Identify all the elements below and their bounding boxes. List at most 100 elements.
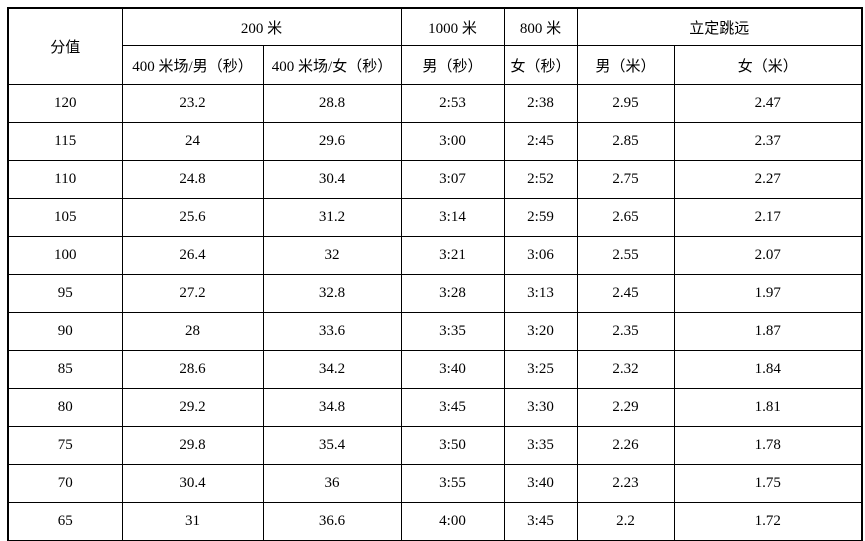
jump-female-cell: 1.97 — [673, 274, 863, 313]
subheader-female-meters: 女（米） — [673, 45, 863, 85]
200m-female-cell: 36 — [262, 464, 402, 503]
jump-female-cell: 1.72 — [673, 502, 863, 541]
200m-female-cell: 32 — [262, 236, 402, 275]
1000m-male-cell: 3:07 — [400, 160, 505, 199]
200m-male-cell: 24.8 — [121, 160, 264, 199]
1000m-male-cell: 3:50 — [400, 426, 505, 465]
800m-female-cell: 3:35 — [503, 426, 578, 465]
subheader-female-seconds: 女（秒） — [503, 45, 578, 85]
table-row: 80 29.2 34.8 3:45 3:30 2.29 1.81 — [7, 388, 863, 427]
jump-male-cell: 2.26 — [576, 426, 675, 465]
1000m-male-cell: 3:35 — [400, 312, 505, 351]
table-row: 95 27.2 32.8 3:28 3:13 2.45 1.97 — [7, 274, 863, 313]
200m-female-cell: 30.4 — [262, 160, 402, 199]
200m-male-cell: 31 — [121, 502, 264, 541]
jump-male-cell: 2.65 — [576, 198, 675, 237]
1000m-male-cell: 2:53 — [400, 84, 505, 123]
800m-female-cell: 3:06 — [503, 236, 578, 275]
200m-male-cell: 30.4 — [121, 464, 264, 503]
200m-male-cell: 29.8 — [121, 426, 264, 465]
1000m-male-cell: 3:55 — [400, 464, 505, 503]
table-row: 65 31 36.6 4:00 3:45 2.2 1.72 — [7, 502, 863, 541]
200m-male-cell: 26.4 — [121, 236, 264, 275]
800m-female-cell: 3:40 — [503, 464, 578, 503]
jump-female-cell: 2.07 — [673, 236, 863, 275]
200m-female-cell: 35.4 — [262, 426, 402, 465]
score-cell: 80 — [7, 388, 123, 427]
800m-female-cell: 2:52 — [503, 160, 578, 199]
table-row: 105 25.6 31.2 3:14 2:59 2.65 2.17 — [7, 198, 863, 237]
jump-female-cell: 1.75 — [673, 464, 863, 503]
jump-female-cell: 2.27 — [673, 160, 863, 199]
score-cell: 75 — [7, 426, 123, 465]
200m-male-cell: 24 — [121, 122, 264, 161]
jump-male-cell: 2.35 — [576, 312, 675, 351]
200m-male-cell: 23.2 — [121, 84, 264, 123]
table-row: 115 24 29.6 3:00 2:45 2.85 2.37 — [7, 122, 863, 161]
score-cell: 70 — [7, 464, 123, 503]
score-cell: 120 — [7, 84, 123, 123]
jump-female-cell: 1.87 — [673, 312, 863, 351]
table-row: 100 26.4 32 3:21 3:06 2.55 2.07 — [7, 236, 863, 275]
subheader-male-meters: 男（米） — [576, 45, 675, 85]
200m-female-cell: 32.8 — [262, 274, 402, 313]
subheader-400m-track-female-seconds: 400 米场/女（秒） — [262, 45, 402, 85]
1000m-male-cell: 3:00 — [400, 122, 505, 161]
200m-female-cell: 29.6 — [262, 122, 402, 161]
800m-female-cell: 3:25 — [503, 350, 578, 389]
jump-female-cell: 2.47 — [673, 84, 863, 123]
table-row: 110 24.8 30.4 3:07 2:52 2.75 2.27 — [7, 160, 863, 199]
header-sub-row: 400 米场/男（秒） 400 米场/女（秒） 男（秒） 女（秒） 男（米） 女… — [8, 45, 863, 85]
200m-female-cell: 34.8 — [262, 388, 402, 427]
jump-male-cell: 2.23 — [576, 464, 675, 503]
fitness-score-table: 分值 200 米 1000 米 800 米 立定跳远 400 米场/男（秒） 4… — [7, 7, 864, 541]
200m-male-cell: 25.6 — [121, 198, 264, 237]
score-cell: 115 — [7, 122, 123, 161]
200m-male-cell: 27.2 — [121, 274, 264, 313]
1000m-male-cell: 3:40 — [400, 350, 505, 389]
800m-female-cell: 2:59 — [503, 198, 578, 237]
200m-female-cell: 31.2 — [262, 198, 402, 237]
jump-male-cell: 2.45 — [576, 274, 675, 313]
table-row: 85 28.6 34.2 3:40 3:25 2.32 1.84 — [7, 350, 863, 389]
header-group-row: 分值 200 米 1000 米 800 米 立定跳远 — [7, 7, 863, 85]
800m-female-cell: 3:13 — [503, 274, 578, 313]
200m-male-cell: 28 — [121, 312, 264, 351]
subheader-400m-track-male-seconds: 400 米场/男（秒） — [121, 45, 264, 85]
800m-female-cell: 3:45 — [503, 502, 578, 541]
200m-female-cell: 34.2 — [262, 350, 402, 389]
jump-female-cell: 1.81 — [673, 388, 863, 427]
score-cell: 65 — [7, 502, 123, 541]
jump-male-cell: 2.29 — [576, 388, 675, 427]
subheader-male-seconds: 男（秒） — [400, 45, 505, 85]
score-cell: 95 — [7, 274, 123, 313]
jump-male-cell: 2.55 — [576, 236, 675, 275]
800m-female-cell: 2:45 — [503, 122, 578, 161]
header-score: 分值 — [7, 7, 123, 85]
jump-female-cell: 2.17 — [673, 198, 863, 237]
200m-female-cell: 28.8 — [262, 84, 402, 123]
jump-male-cell: 2.32 — [576, 350, 675, 389]
table-body: 120 23.2 28.8 2:53 2:38 2.95 2.47 115 24 29.6 3:00… — [7, 84, 863, 541]
1000m-male-cell: 3:21 — [400, 236, 505, 275]
score-cell: 90 — [7, 312, 123, 351]
jump-male-cell: 2.2 — [576, 502, 675, 541]
1000m-male-cell: 3:45 — [400, 388, 505, 427]
header-group-1000m: 1000 米 — [400, 7, 505, 46]
1000m-male-cell: 4:00 — [400, 502, 505, 541]
200m-female-cell: 33.6 — [262, 312, 402, 351]
jump-female-cell: 1.84 — [673, 350, 863, 389]
header-group-200m: 200 米 — [121, 7, 402, 46]
1000m-male-cell: 3:14 — [400, 198, 505, 237]
jump-male-cell: 2.85 — [576, 122, 675, 161]
800m-female-cell: 2:38 — [503, 84, 578, 123]
header-group-800m: 800 米 — [503, 7, 578, 46]
score-cell: 100 — [7, 236, 123, 275]
jump-female-cell: 2.37 — [673, 122, 863, 161]
score-cell: 105 — [7, 198, 123, 237]
jump-male-cell: 2.95 — [576, 84, 675, 123]
200m-female-cell: 36.6 — [262, 502, 402, 541]
jump-male-cell: 2.75 — [576, 160, 675, 199]
1000m-male-cell: 3:28 — [400, 274, 505, 313]
